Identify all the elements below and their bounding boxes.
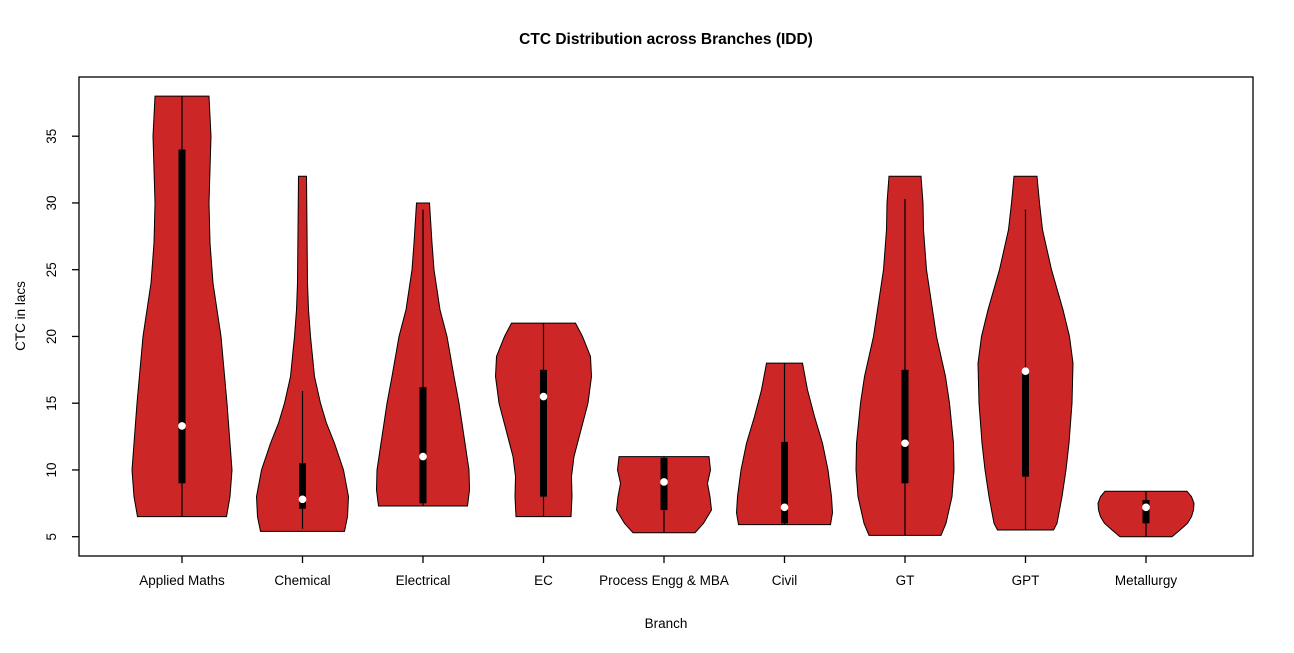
y-tick-label-35: 35 — [44, 129, 59, 144]
x-tick-label-metallurgy: Metallurgy — [1115, 573, 1178, 588]
median-dot-metallurgy — [1142, 503, 1150, 512]
y-tick-label-30: 30 — [44, 195, 59, 210]
box-gpt — [1022, 373, 1029, 477]
x-tick-label-applied-maths: Applied Maths — [139, 573, 225, 588]
x-axis-title: Branch — [645, 616, 688, 631]
y-tick-label-25: 25 — [44, 262, 59, 277]
plot-area: 5 10 15 20 25 30 35 Applied Maths Chemical Electr… — [44, 76, 1254, 588]
median-dot-ec — [539, 392, 548, 401]
x-tick-label-electrical: Electrical — [396, 573, 451, 588]
box-gt — [901, 369, 909, 484]
median-dot-applied-maths — [178, 422, 186, 430]
median-dot-process-engg-mba — [660, 478, 668, 486]
y-tick-label-15: 15 — [44, 396, 59, 411]
box-applied-maths — [178, 149, 186, 484]
box-chemical — [299, 463, 306, 509]
violin-chemical — [255, 175, 350, 532]
median-dot-chemical — [298, 495, 307, 504]
x-tick-label-ec: EC — [534, 573, 553, 588]
box-civil — [781, 441, 788, 524]
box-metallurgy — [1142, 499, 1150, 524]
box-electrical — [419, 387, 427, 504]
x-tick-label-chemical: Chemical — [274, 573, 330, 588]
median-dot-gpt — [1021, 367, 1030, 375]
median-dot-electrical — [419, 452, 427, 461]
x-tick-label-gpt: GPT — [1012, 573, 1040, 588]
y-tick-label-20: 20 — [44, 329, 59, 344]
plot-frame — [78, 76, 1254, 557]
chart-title: CTC Distribution across Branches (IDD) — [519, 31, 813, 48]
x-tick-label-civil: Civil — [772, 573, 798, 588]
x-tick-label-gt: GT — [896, 573, 915, 588]
median-dot-gt — [901, 439, 909, 448]
median-dot-civil — [780, 503, 789, 512]
box-ec — [540, 369, 547, 497]
y-tick-label-10: 10 — [44, 462, 59, 477]
y-tick-label-5: 5 — [44, 533, 59, 541]
x-tick-label-process-engg-mba: Process Engg & MBA — [599, 573, 729, 588]
y-axis-title: CTC in lacs — [13, 281, 28, 351]
